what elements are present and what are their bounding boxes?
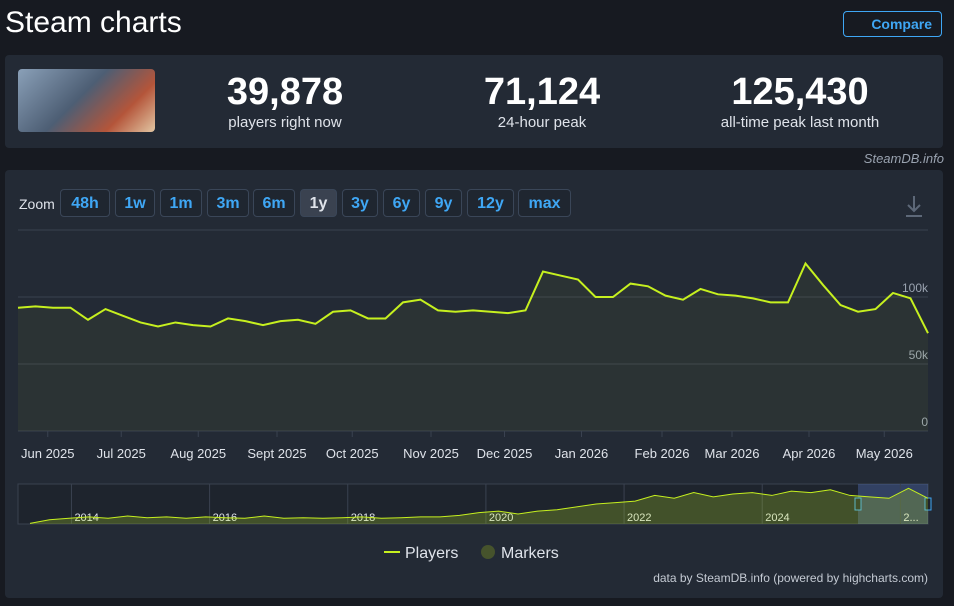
stat-label: 24-hour peak (497, 114, 587, 131)
stat-value: 125,430 (731, 71, 869, 113)
game-image (18, 69, 155, 132)
zoom-button[interactable]: 1m (160, 189, 202, 217)
download-icon[interactable] (906, 196, 922, 217)
navigator-label: 2024 (765, 512, 789, 524)
x-tick-label: Feb 2026 (635, 446, 690, 461)
legend-label[interactable]: Markers (501, 545, 559, 562)
zoom-button[interactable]: 1w (115, 189, 155, 217)
x-tick-label: Nov 2025 (403, 446, 459, 461)
x-tick-label: Jun 2025 (21, 446, 75, 461)
navigator-handle[interactable] (854, 497, 862, 511)
stat-value: 71,124 (483, 71, 601, 113)
chart-panel (5, 170, 943, 598)
stat: 125,430 all-time peak last month (670, 70, 930, 131)
x-tick-label: Apr 2026 (783, 446, 836, 461)
zoom-button[interactable]: 9y (425, 189, 462, 217)
navigator-label: 2022 (627, 512, 651, 524)
x-tick-label: Mar 2026 (705, 446, 760, 461)
zoom-button[interactable]: 48h (60, 189, 110, 217)
x-tick-label: May 2026 (856, 446, 913, 461)
stat-label: players right now (228, 114, 342, 131)
navigator-line (29, 487, 929, 524)
zoom-button[interactable]: 3m (207, 189, 249, 217)
legend-label[interactable]: Players (405, 545, 458, 562)
zoom-button[interactable]: max (518, 189, 571, 217)
navigator-label: 2020 (489, 512, 513, 524)
zoom-button[interactable]: 12y (467, 189, 514, 217)
stat: 71,124 24-hour peak (412, 70, 672, 131)
stats-panel (5, 55, 943, 148)
navigator-selection[interactable] (858, 484, 928, 524)
series-line (17, 261, 929, 334)
navigator-label: 2018 (351, 512, 375, 524)
legend-swatch (481, 545, 495, 559)
navigator-label: 2014 (74, 512, 98, 524)
x-tick-label: Jul 2025 (97, 446, 146, 461)
y-tick-label: 0 (921, 415, 928, 429)
stat-value: 39,878 (226, 71, 344, 113)
y-tick-label: 50k (909, 348, 929, 362)
area (18, 263, 928, 431)
x-tick-label: Sept 2025 (247, 446, 306, 461)
page-title: Steam charts (5, 6, 182, 39)
y-tick-label: 100k (902, 281, 929, 295)
navigator-area (30, 488, 928, 524)
stat-label: all-time peak last month (720, 114, 880, 131)
stat: 39,878 players right now (155, 70, 415, 131)
zoom-button[interactable]: 6y (383, 189, 420, 217)
x-tick-label: Oct 2025 (326, 446, 379, 461)
source-label: SteamDB.info (863, 151, 944, 166)
zoom-button[interactable]: 3y (342, 189, 378, 217)
zoom-label: Zoom (19, 196, 55, 212)
zoom-button[interactable]: 6m (253, 189, 295, 217)
x-tick-label: Dec 2025 (477, 446, 533, 461)
x-tick-label: Jan 2026 (555, 446, 609, 461)
x-tick-label: Aug 2025 (170, 446, 226, 461)
navigator-label: 2... (903, 512, 918, 524)
compare-button[interactable]: Compare (843, 11, 942, 37)
zoom-button[interactable]: 1y (300, 189, 337, 217)
credits: data by SteamDB.info (powered by highcha… (653, 571, 928, 585)
